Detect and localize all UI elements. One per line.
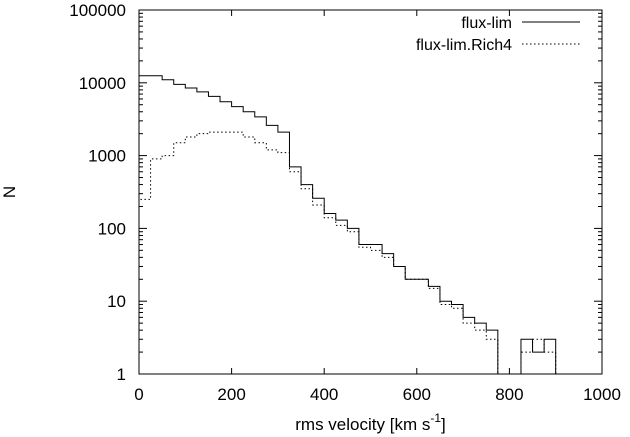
y-tick-labels: 1 10 100 1000 10000 100000	[69, 1, 126, 384]
y-tick-label: 100000	[69, 1, 126, 20]
y-tick-label: 1	[117, 365, 126, 384]
legend: flux-lim flux-lim.Rich4	[416, 15, 580, 54]
series-line-flux-lim-rich4	[138, 131, 557, 375]
x-tick-labels: 0 200 400 600 800 1000	[134, 385, 621, 404]
x-tick-label: 800	[495, 385, 523, 404]
series-line-flux-lim	[138, 75, 557, 375]
plot-frame	[138, 9, 603, 375]
y-tick-label: 10000	[79, 74, 126, 93]
y-tick-label: 10	[107, 292, 126, 311]
x-tick-label: 0	[134, 385, 143, 404]
x-axis-label-superscript: -1	[430, 411, 441, 425]
axis-ticks	[138, 9, 603, 375]
y-tick-label: 1000	[88, 147, 126, 166]
x-tick-label: 400	[310, 385, 338, 404]
plot-area	[138, 9, 603, 375]
y-tick-label: 100	[98, 219, 126, 238]
x-axis-label-main: rms velocity [km s	[295, 415, 430, 434]
legend-label-flux-lim: flux-lim	[461, 15, 512, 32]
x-tick-label: 200	[217, 385, 245, 404]
y-axis-label: N	[0, 186, 19, 198]
x-tick-label: 1000	[583, 385, 621, 404]
legend-label-flux-lim-rich4: flux-lim.Rich4	[416, 37, 512, 54]
x-axis-label: rms velocity [km s-1]	[295, 411, 445, 434]
x-tick-label: 600	[403, 385, 431, 404]
series-layer	[138, 75, 557, 375]
x-axis-label-close: ]	[441, 415, 446, 434]
